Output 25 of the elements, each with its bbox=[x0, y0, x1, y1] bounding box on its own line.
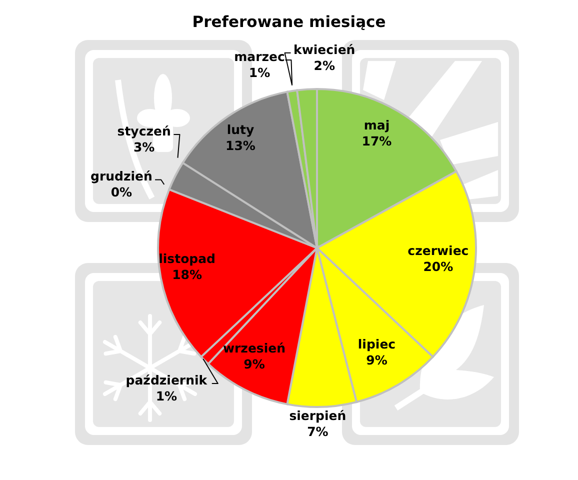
slice-label: maj bbox=[364, 118, 390, 133]
data-label: 9% bbox=[244, 356, 266, 372]
slice-label: styczeń bbox=[117, 124, 171, 139]
data-label: 18% bbox=[172, 266, 202, 282]
data-label: 3% bbox=[133, 140, 156, 155]
slice-label: lipiec bbox=[358, 336, 396, 352]
text: 0% bbox=[110, 184, 132, 200]
category-label: grudzień bbox=[90, 168, 152, 184]
slice-label: czerwiec bbox=[408, 242, 469, 258]
data-label: 17% bbox=[362, 134, 392, 149]
data-label: 9% bbox=[366, 352, 388, 368]
data-label: 1% bbox=[156, 388, 178, 404]
slice-label: sierpień bbox=[289, 408, 346, 423]
data-label: 20% bbox=[423, 258, 454, 274]
data-label: 13% bbox=[226, 138, 256, 153]
data-label: 2% bbox=[314, 58, 336, 73]
data-label: 7% bbox=[307, 424, 329, 439]
slice-label: wrzesień bbox=[222, 340, 286, 356]
slice-label: marzec bbox=[234, 49, 285, 64]
chart-title: Preferowane miesiące bbox=[192, 13, 386, 31]
slice-label: listopad bbox=[158, 250, 216, 266]
slice-label: kwiecień bbox=[294, 42, 356, 57]
slice-label: październik bbox=[126, 372, 208, 388]
data-label: 1% bbox=[248, 65, 271, 80]
slice-label: luty bbox=[226, 122, 254, 137]
